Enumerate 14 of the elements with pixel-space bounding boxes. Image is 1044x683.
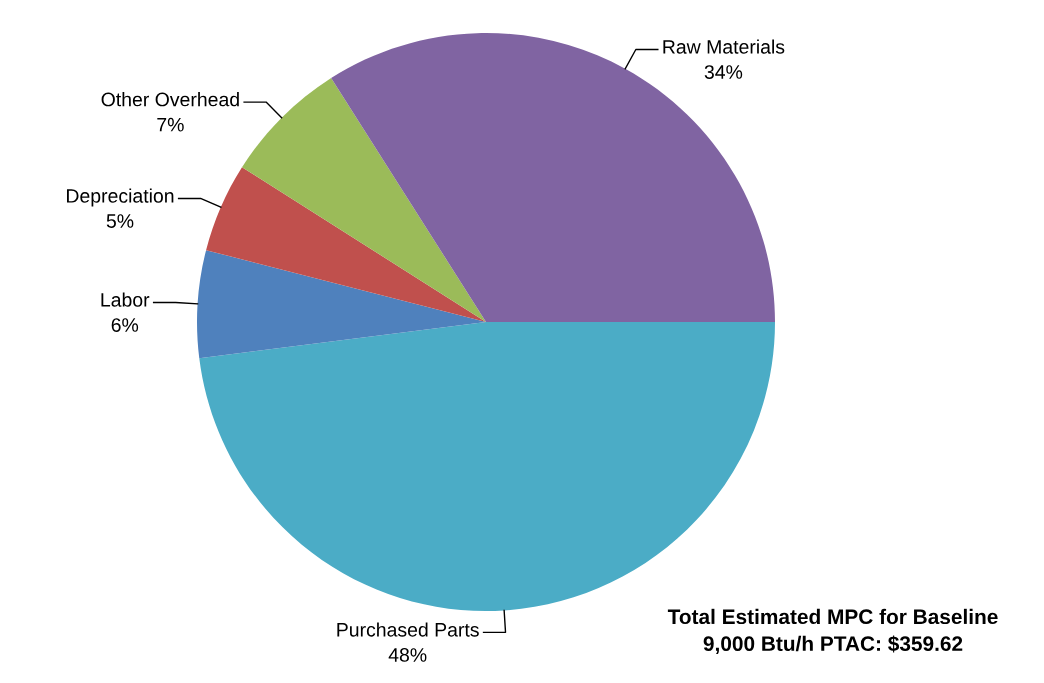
slice-label: Purchased Parts (337, 622, 479, 637)
data-label: 5% (106, 214, 134, 228)
slice-label: Labor (101, 292, 150, 307)
data-label: 6% (111, 318, 139, 332)
data-label: 7% (157, 117, 184, 132)
slice-label: Other Overhead (101, 92, 239, 107)
pie-slice (241, 77, 486, 322)
text: Total Estimated MPC for Baseline 9,000 Btu/h PTAC: $359.62 (667, 608, 998, 655)
pie-slice (197, 250, 486, 359)
data-label: 48% (388, 648, 427, 662)
slice-label: Depreciation (67, 188, 174, 207)
data-label: 34% (704, 65, 743, 79)
pie-slice (206, 167, 486, 322)
slice-label: Raw Materials (663, 39, 785, 54)
